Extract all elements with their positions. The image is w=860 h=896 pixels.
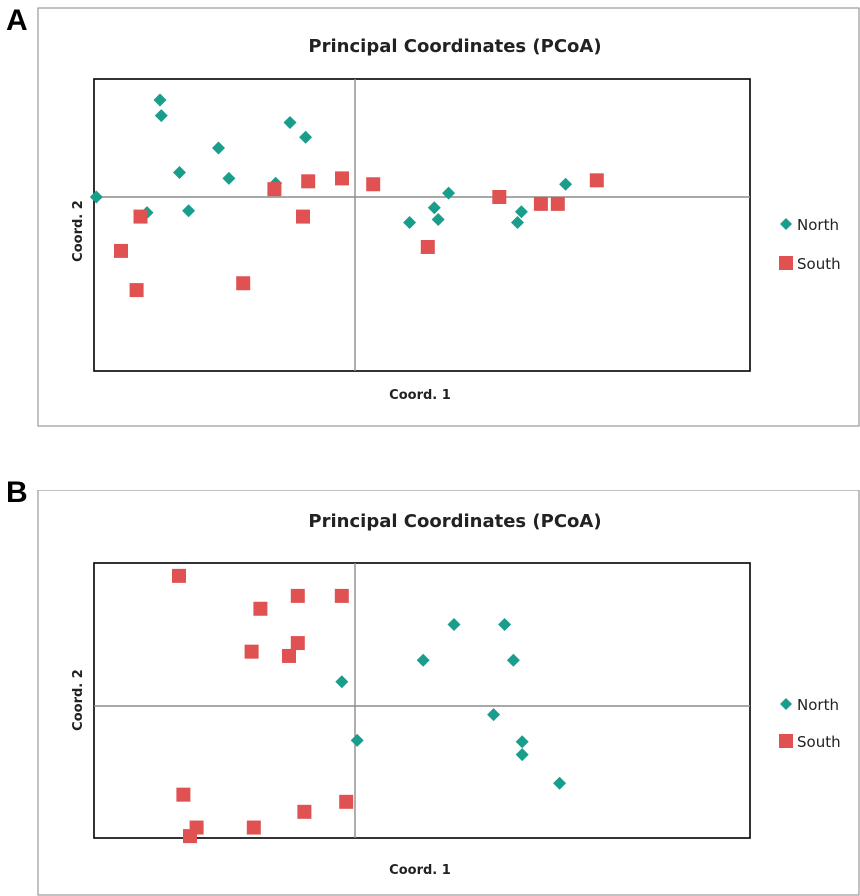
points-layer [89,93,604,298]
legend-north-label: North [797,216,839,234]
point-north [447,617,461,631]
point-north [212,141,225,155]
point-north [515,735,529,749]
point-south [246,820,261,835]
pcoa-chart-a: Principal Coordinates (PCoA) Coord. 1 Co… [37,7,860,427]
legend-south-marker [779,734,793,748]
panel-letter-a: A [6,4,28,37]
legend: North South [779,216,841,273]
plot-area [93,78,751,372]
panel-letter-b: B [6,476,28,509]
point-north [511,215,524,229]
legend-south-label: South [797,255,841,273]
point-south [297,804,312,819]
point-south [550,196,565,211]
y-axis-label: Coord. 2 [71,669,86,731]
point-south [334,588,349,603]
point-north [431,213,445,227]
point-north [515,748,529,762]
point-south [129,283,144,298]
point-south [296,209,310,224]
point-south [366,177,381,192]
legend: North South [779,696,841,751]
point-south [114,243,128,258]
point-north [154,109,168,123]
point-north [182,204,196,218]
point-south [339,794,354,809]
legend-south-marker [779,256,793,270]
point-north [487,708,501,722]
point-north [299,130,313,144]
point-north [350,733,364,747]
point-south [236,276,251,291]
point-north [514,205,528,219]
point-north [416,653,430,667]
point-south [267,182,282,197]
point-south [133,209,148,224]
point-south [176,787,191,802]
x-axis-label: Coord. 1 [389,863,451,878]
point-south [420,239,435,254]
legend-north-label: North [797,696,839,714]
points-layer [172,568,567,844]
point-north [335,675,349,689]
point-north [173,166,186,179]
point-south [253,601,268,616]
point-south [172,568,186,583]
y-axis-label: Coord. 2 [71,200,86,262]
plot-area [93,562,751,839]
chart-title: Principal Coordinates (PCoA) [308,511,601,532]
point-north [403,215,417,229]
legend-north-marker [780,218,792,230]
point-north [283,116,297,130]
point-south [282,648,296,663]
point-north [553,776,567,790]
point-south [183,829,197,844]
point-south [533,196,548,211]
point-south [492,190,507,204]
legend-south-label: South [797,733,841,751]
chart-title: Principal Coordinates (PCoA) [308,36,601,57]
point-south [290,588,305,603]
point-north [427,201,441,215]
pcoa-chart-b: Principal Coordinates (PCoA) Coord. 1 Co… [37,490,860,896]
point-south [290,636,305,651]
point-north [498,617,512,631]
point-south [244,644,259,659]
point-north [442,186,456,200]
point-north [506,653,520,667]
point-north [89,190,103,204]
legend-north-marker [780,698,792,710]
point-north [222,171,236,185]
point-south [335,171,349,186]
point-north [153,93,167,107]
x-axis-label: Coord. 1 [389,388,451,403]
point-north [559,177,573,191]
point-south [301,174,316,189]
point-south [589,173,604,188]
